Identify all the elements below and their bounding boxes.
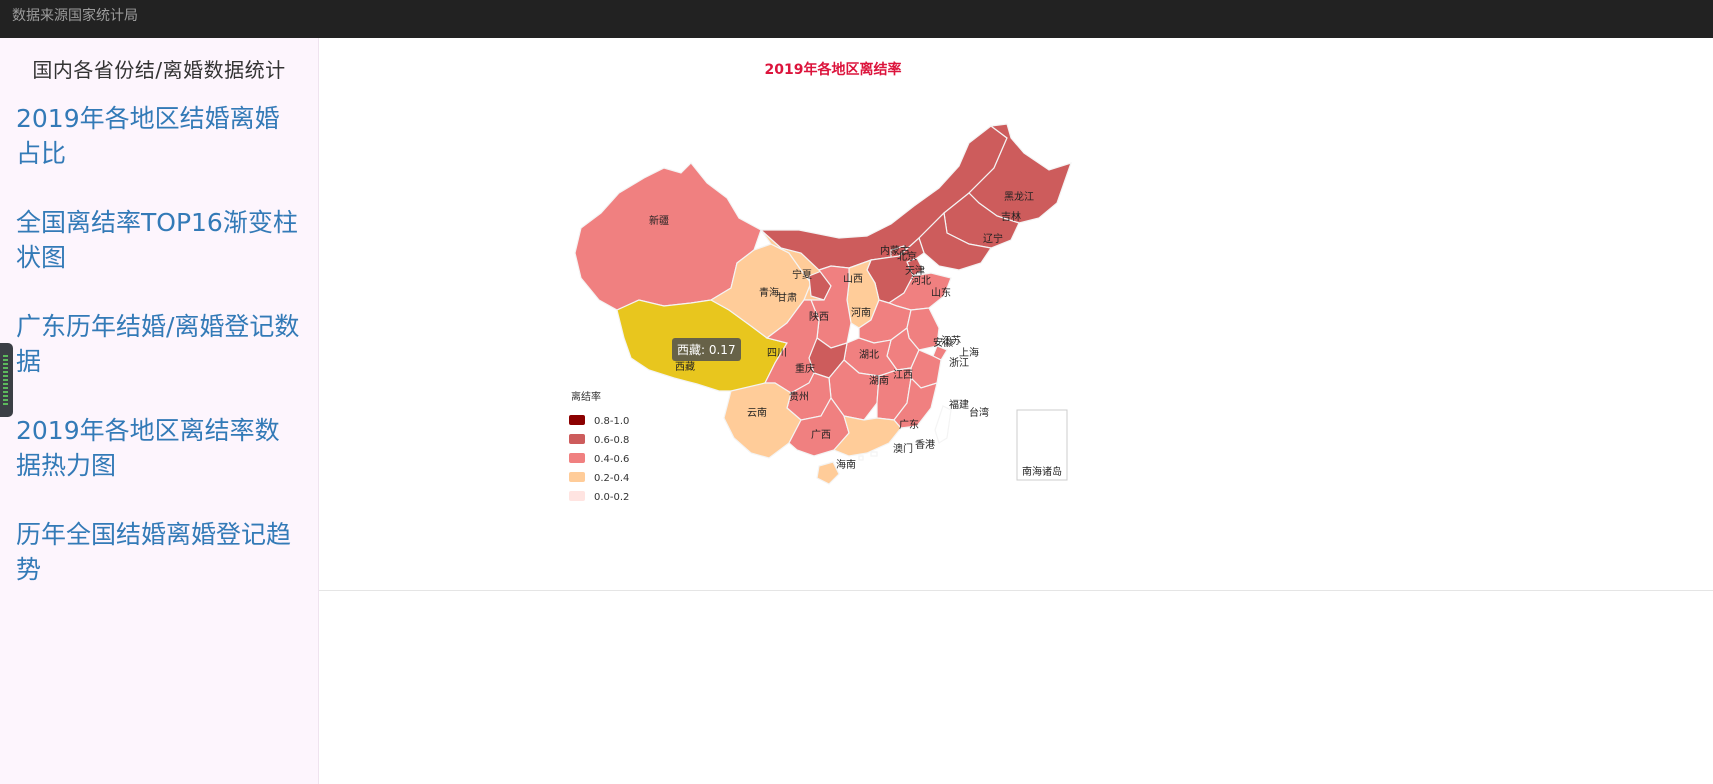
province-label: 重庆 <box>795 362 815 375</box>
legend-label[interactable]: 0.2-0.4 <box>594 473 629 484</box>
province-taiwan[interactable] <box>934 405 952 444</box>
province-label: 内蒙古 <box>880 244 910 257</box>
province-label: 宁夏 <box>792 268 812 281</box>
province-label: 陕西 <box>809 310 829 323</box>
legend-swatch[interactable] <box>569 434 585 444</box>
province-label: 西藏 <box>675 361 695 373</box>
province-fujian[interactable] <box>893 376 938 429</box>
province-xianggang[interactable] <box>870 451 878 457</box>
side-toggle-handle[interactable] <box>0 343 13 417</box>
province-label: 浙江 <box>949 357 969 369</box>
province-label: 天津 <box>905 265 925 277</box>
map-tooltip: 西藏: 0.17 <box>672 338 741 361</box>
province-aomen[interactable] <box>858 455 864 461</box>
province-label: 福建 <box>949 398 969 411</box>
province-label: 澳门 <box>893 442 913 455</box>
sidebar-item-top16-bar[interactable]: 全国离结率TOP16渐变柱状图 <box>16 208 298 272</box>
province-hainan[interactable] <box>816 461 840 485</box>
province-label: 黑龙江 <box>1004 190 1034 203</box>
province-label: 安徽 <box>933 336 953 349</box>
legend-label[interactable]: 0.8-1.0 <box>594 416 629 427</box>
sidebar: 国内各省份结/离婚数据统计 2019年各地区结婚离婚占比 全国离结率TOP16渐… <box>0 38 319 784</box>
province-label: 广东 <box>899 418 919 431</box>
inset-label: 南海诸岛 <box>1022 465 1062 478</box>
sidebar-item-ratio-heatmap[interactable]: 2019年各地区离结率数据热力图 <box>16 416 280 480</box>
sidebar-item-national-trend[interactable]: 历年全国结婚离婚登记趋势 <box>16 520 292 584</box>
province-label: 广西 <box>811 429 831 441</box>
province-label: 山西 <box>843 273 863 285</box>
top-navbar: 数据来源国家统计局 <box>0 0 1713 38</box>
province-label: 江苏 <box>941 334 961 347</box>
province-label: 甘肃 <box>777 291 797 304</box>
province-label: 青海 <box>759 286 779 299</box>
legend-swatch[interactable] <box>569 453 585 463</box>
legend-label[interactable]: 0.0-0.2 <box>594 492 629 503</box>
map-title: 2019年各地区离结率 <box>765 61 902 78</box>
navbar-brand[interactable]: 数据来源国家统计局 <box>12 8 138 24</box>
province-label: 新疆 <box>649 214 669 227</box>
province-label: 辽宁 <box>983 232 1003 245</box>
province-label: 台湾 <box>969 406 989 419</box>
map-legend: 离结率 0.8-1.0 0.6-0.8 0.4-0.6 0.2-0.4 0.0-0.2 <box>569 390 629 503</box>
sidebar-title: 国内各省份结/离婚数据统计 <box>32 58 286 82</box>
sidebar-nav: 2019年各地区结婚离婚占比 全国离结率TOP16渐变柱状图 广东历年结婚/离婚… <box>0 101 318 587</box>
province-label: 北京 <box>897 250 917 263</box>
province-label: 河南 <box>851 306 871 319</box>
province-guangdong[interactable] <box>832 415 902 457</box>
legend-label[interactable]: 0.4-0.6 <box>594 454 629 465</box>
province-label: 云南 <box>747 406 767 419</box>
province-label: 湖北 <box>859 349 879 361</box>
province-label: 吉林 <box>1001 210 1021 223</box>
legend-label[interactable]: 0.6-0.8 <box>594 435 629 446</box>
legend-swatch[interactable] <box>569 415 585 425</box>
province-label: 上海 <box>959 346 979 359</box>
province-regions <box>574 123 1072 485</box>
province-label: 贵州 <box>789 390 809 403</box>
legend-title: 离结率 <box>571 390 601 403</box>
legend-swatch[interactable] <box>569 491 585 501</box>
china-map-chart: 2019年各地区离结率 <box>569 61 1072 503</box>
province-label: 山东 <box>931 286 951 299</box>
sidebar-item-marriage-divorce-share[interactable]: 2019年各地区结婚离婚占比 <box>16 104 280 168</box>
sidebar-item-guangdong-history[interactable]: 广东历年结婚/离婚登记数据 <box>16 312 300 376</box>
legend-swatch[interactable] <box>569 472 585 482</box>
province-label: 江西 <box>893 369 913 381</box>
province-heilongjiang[interactable] <box>968 123 1072 224</box>
province-label: 河北 <box>911 275 931 287</box>
province-label: 香港 <box>915 439 935 451</box>
province-label: 海南 <box>836 458 856 471</box>
south-china-sea-inset: 南海诸岛 <box>1016 409 1068 481</box>
map-panel: 2019年各地区离结率 <box>319 38 1713 591</box>
province-label: 湖南 <box>869 374 889 387</box>
province-label: 四川 <box>767 348 787 359</box>
